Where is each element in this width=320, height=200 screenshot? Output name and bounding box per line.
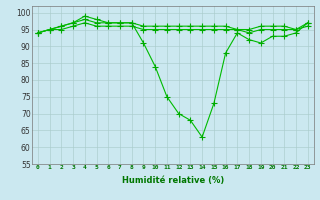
X-axis label: Humidité relative (%): Humidité relative (%)	[122, 176, 224, 185]
